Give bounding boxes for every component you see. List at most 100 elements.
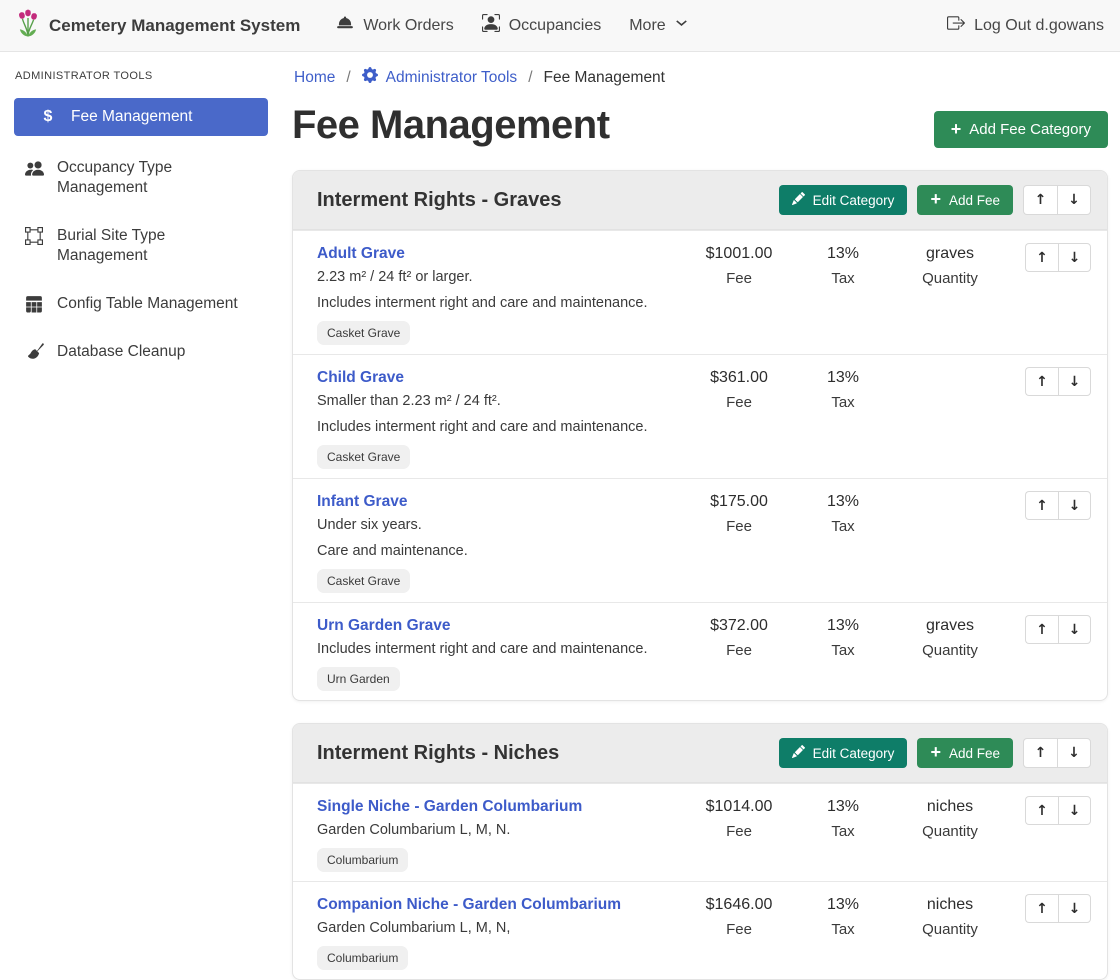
fee-name-link[interactable]: Single Niche - Garden Columbarium (317, 795, 582, 819)
fee-name-link[interactable]: Infant Grave (317, 490, 407, 514)
breadcrumb-separator: / (528, 69, 532, 87)
nav-more-dropdown[interactable]: More (629, 17, 687, 35)
move-fee-down-button[interactable]: ↓ (1058, 894, 1091, 923)
person-bounding-box-icon (482, 14, 500, 37)
sidebar-item-fee-management[interactable]: $ Fee Management (14, 98, 268, 136)
fee-description: Includes interment right and care and ma… (317, 292, 687, 314)
move-fee-down-button[interactable]: ↓ (1058, 615, 1091, 644)
breadcrumb-current: Fee Management (544, 69, 666, 87)
sidebar-item-config-table-management[interactable]: Config Table Management (14, 286, 268, 322)
move-fee-down-button[interactable]: ↓ (1058, 367, 1091, 396)
move-fee-down-button[interactable]: ↓ (1058, 491, 1091, 520)
fee-name-link[interactable]: Urn Garden Grave (317, 614, 451, 638)
fee-row: Infant Grave Under six years. Care and m… (293, 478, 1107, 602)
fee-description: Garden Columbarium L, M, N. (317, 819, 687, 841)
fee-type-badge: Urn Garden (317, 667, 400, 691)
fee-type-badge: Columbarium (317, 946, 408, 970)
nav-more-label: More (629, 17, 665, 35)
nav-occupancies[interactable]: Occupancies (482, 14, 602, 37)
fee-name-link[interactable]: Child Grave (317, 366, 404, 390)
category-header: Interment Rights - Niches Edit Category … (293, 724, 1107, 783)
app-title: Cemetery Management System (49, 16, 300, 36)
fee-tax-column: 13% Tax (791, 242, 895, 345)
fee-name-link[interactable]: Companion Niche - Garden Columbarium (317, 893, 621, 917)
sidebar-item-occupancy-type-management[interactable]: Occupancy Type Management (14, 150, 268, 206)
move-fee-up-button[interactable]: ↑ (1025, 615, 1058, 644)
hard-hat-icon (336, 14, 354, 37)
fee-row: Single Niche - Garden Columbarium Garden… (293, 783, 1107, 881)
edit-category-button[interactable]: Edit Category (779, 185, 908, 215)
move-fee-down-button[interactable]: ↓ (1058, 796, 1091, 825)
fee-description: Garden Columbarium L, M, N, (317, 917, 687, 939)
move-fee-up-button[interactable]: ↑ (1025, 894, 1058, 923)
fee-row: Companion Niche - Garden Columbarium Gar… (293, 881, 1107, 979)
move-category-up-button[interactable]: ↑ (1023, 738, 1057, 768)
move-fee-up-button[interactable]: ↑ (1025, 367, 1058, 396)
move-fee-up-button[interactable]: ↑ (1025, 243, 1058, 272)
fee-reorder-group: ↑ ↓ (1025, 615, 1091, 644)
dollar-icon: $ (38, 108, 58, 126)
sidebar-item-database-cleanup[interactable]: Database Cleanup (14, 334, 268, 370)
fee-quantity-column (895, 366, 1005, 469)
main-content: Home / Administrator Tools / Fee Managem… (280, 52, 1120, 980)
logout-icon (947, 14, 965, 37)
fee-reorder-group: ↑ ↓ (1025, 367, 1091, 396)
fee-tax-column: 13% Tax (791, 795, 895, 872)
move-fee-down-button[interactable]: ↓ (1058, 243, 1091, 272)
add-fee-category-button[interactable]: + Add Fee Category (934, 111, 1108, 148)
fee-description: Care and maintenance. (317, 540, 687, 562)
nav-work-orders[interactable]: Work Orders (336, 14, 453, 37)
category-card-niches: Interment Rights - Niches Edit Category … (292, 723, 1108, 980)
plus-icon: + (930, 743, 941, 761)
people-icon (24, 159, 44, 178)
fee-amount-column: $372.00 Fee (687, 614, 791, 691)
sidebar-item-burial-site-type-management[interactable]: Burial Site Type Management (14, 218, 268, 274)
fee-reorder-group: ↑ ↓ (1025, 894, 1091, 923)
gear-icon (362, 67, 378, 88)
admin-tools-sidebar: ADMINISTRATOR TOOLS $ Fee Management Occ… (0, 52, 280, 382)
broom-icon (24, 343, 44, 362)
fee-type-badge: Casket Grave (317, 569, 410, 593)
category-header: Interment Rights - Graves Edit Category … (293, 171, 1107, 230)
fee-quantity-column: graves Quantity (895, 614, 1005, 691)
category-title: Interment Rights - Niches (317, 742, 559, 765)
nav-work-orders-label: Work Orders (363, 17, 453, 35)
fee-quantity-column: niches Quantity (895, 893, 1005, 970)
nav-occupancies-label: Occupancies (509, 17, 602, 35)
move-category-down-button[interactable]: ↓ (1057, 185, 1091, 215)
move-category-up-button[interactable]: ↑ (1023, 185, 1057, 215)
page-title: Fee Management (292, 102, 610, 148)
breadcrumb-home-link[interactable]: Home (294, 69, 335, 87)
sidebar-item-label: Burial Site Type Management (57, 226, 258, 266)
app-brand[interactable]: Cemetery Management System (16, 9, 300, 43)
add-fee-button[interactable]: + Add Fee (917, 185, 1013, 215)
fee-row: Urn Garden Grave Includes interment righ… (293, 602, 1107, 700)
sidebar-item-label: Config Table Management (57, 294, 238, 314)
category-reorder-group: ↑ ↓ (1023, 185, 1091, 215)
sidebar-item-label: Fee Management (71, 107, 193, 127)
logout-button[interactable]: Log Out d.gowans (947, 14, 1104, 37)
fee-reorder-group: ↑ ↓ (1025, 796, 1091, 825)
fee-name-link[interactable]: Adult Grave (317, 242, 405, 266)
move-fee-up-button[interactable]: ↑ (1025, 796, 1058, 825)
table-icon (24, 295, 44, 313)
fee-tax-column: 13% Tax (791, 614, 895, 691)
pencil-icon (792, 745, 805, 761)
fee-tax-column: 13% Tax (791, 366, 895, 469)
move-fee-up-button[interactable]: ↑ (1025, 491, 1058, 520)
logout-label: Log Out d.gowans (974, 17, 1104, 35)
sidebar-item-label: Database Cleanup (57, 342, 185, 362)
fee-row: Child Grave Smaller than 2.23 m² / 24 ft… (293, 354, 1107, 478)
add-fee-button[interactable]: + Add Fee (917, 738, 1013, 768)
sidebar-heading: ADMINISTRATOR TOOLS (15, 70, 268, 82)
move-category-down-button[interactable]: ↓ (1057, 738, 1091, 768)
fee-description: 2.23 m² / 24 ft² or larger. (317, 266, 687, 288)
fee-description: Under six years. (317, 514, 687, 536)
fee-amount-column: $361.00 Fee (687, 366, 791, 469)
breadcrumb-admin-tools-link[interactable]: Administrator Tools (362, 67, 518, 88)
fee-description: Smaller than 2.23 m² / 24 ft². (317, 390, 687, 412)
edit-category-button[interactable]: Edit Category (779, 738, 908, 768)
fee-tax-column: 13% Tax (791, 893, 895, 970)
fee-reorder-group: ↑ ↓ (1025, 491, 1091, 520)
fee-quantity-column: niches Quantity (895, 795, 1005, 872)
